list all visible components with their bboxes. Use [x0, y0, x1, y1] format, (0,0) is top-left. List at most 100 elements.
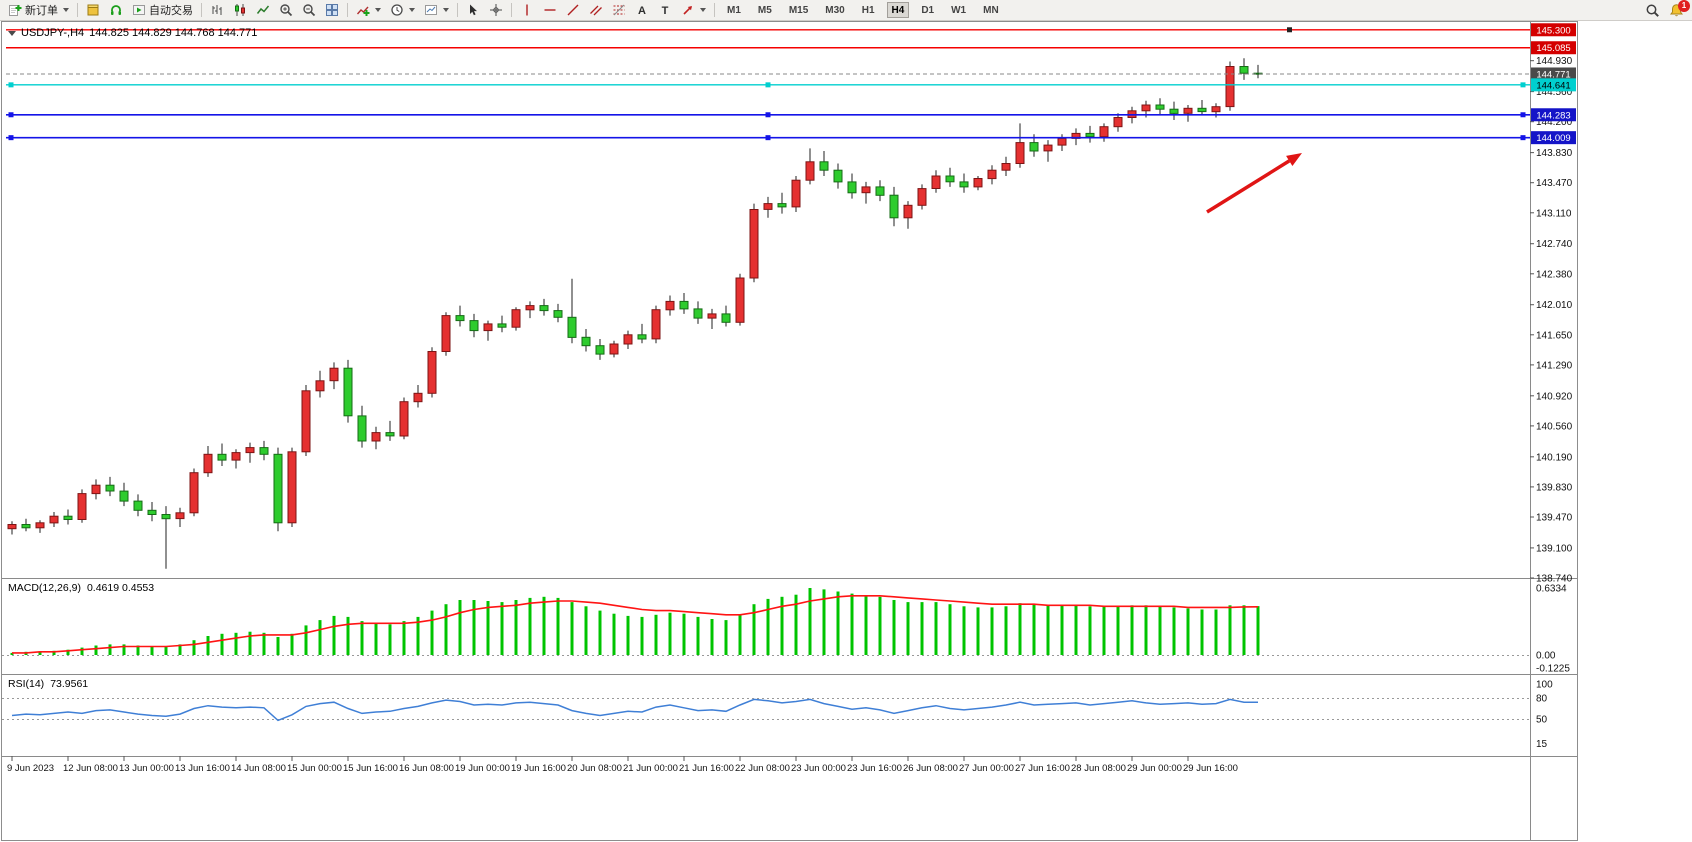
cursor-icon: [470, 4, 477, 16]
candle: [1169, 108, 1179, 114]
channel-tool-button[interactable]: [585, 1, 607, 19]
chart-collapse-icon[interactable]: [8, 30, 16, 36]
autotrading-button[interactable]: 自动交易: [128, 1, 197, 19]
candle: [847, 181, 857, 194]
candle: [175, 512, 185, 520]
line-drag-handle[interactable]: [765, 112, 771, 118]
price-level-badge: [1531, 67, 1576, 81]
candle: [273, 453, 283, 524]
candle: [931, 175, 941, 189]
timeframe-button-m1[interactable]: M1: [722, 2, 746, 18]
annotation-arrow-head[interactable]: [1286, 153, 1302, 167]
macd-signal-line: [12, 595, 1259, 654]
bar-chart-button[interactable]: [206, 1, 228, 19]
timeframe-button-d1[interactable]: D1: [916, 2, 939, 18]
chart-window: 144.930 144.560 144.200 143.830 143.470 143.1…: [1, 21, 1578, 841]
timeframe-button-w1[interactable]: W1: [946, 2, 971, 18]
text-tool-button[interactable]: A: [631, 1, 653, 19]
time-axis-label: 15 Jun 00:00: [287, 763, 342, 774]
candle: [1239, 66, 1249, 74]
crosshair-tool-button[interactable]: [485, 1, 507, 19]
new-order-icon: [9, 5, 22, 16]
time-axis-label: 13 Jun 16:00: [175, 763, 230, 774]
candle: [707, 313, 717, 319]
candle: [973, 178, 983, 188]
candle: [231, 452, 241, 461]
candle: [35, 522, 45, 529]
candle: [203, 453, 213, 474]
line-anchor-marker[interactable]: [1287, 27, 1292, 33]
line-drag-handle[interactable]: [1520, 112, 1526, 118]
text-icon: A: [638, 5, 646, 17]
macd-scale-label: -0.1225: [1536, 663, 1570, 674]
line-chart-button[interactable]: [252, 1, 274, 19]
search-button[interactable]: [1641, 1, 1664, 19]
time-axis-label: 21 Jun 00:00: [623, 763, 678, 774]
candle: [539, 305, 549, 312]
svg-text:T: T: [662, 5, 669, 17]
rsi-scale-label: 50: [1536, 715, 1548, 726]
time-axis-label: 20 Jun 08:00: [567, 763, 622, 774]
timeframe-button-h1[interactable]: H1: [857, 2, 880, 18]
line-drag-handle[interactable]: [1520, 135, 1526, 141]
price-axis-label: 139.100: [1536, 543, 1573, 554]
headset-icon: [111, 5, 121, 15]
timeframe-button-m30[interactable]: M30: [820, 2, 849, 18]
candle: [1183, 107, 1193, 114]
tile-windows-button[interactable]: [321, 1, 343, 19]
timeframe-button-h4[interactable]: H4: [886, 2, 910, 18]
candle: [301, 390, 311, 453]
line-drag-handle[interactable]: [8, 135, 14, 141]
price-level-badge-text: 144.641: [1536, 80, 1570, 91]
line-drag-handle[interactable]: [8, 112, 14, 118]
time-axis-label: 23 Jun 00:00: [791, 763, 846, 774]
zoom-in-button[interactable]: [275, 1, 297, 19]
market-watch-button[interactable]: [82, 1, 104, 19]
line-drag-handle[interactable]: [765, 82, 771, 88]
vertical-line-tool-button[interactable]: [516, 1, 538, 19]
cursor-tool-button[interactable]: [462, 1, 484, 19]
rsi-scale-label: 15: [1536, 739, 1548, 750]
chevron-down-icon: [700, 8, 706, 12]
new-order-button[interactable]: 新订单: [4, 1, 73, 19]
fibonacci-tool-button[interactable]: [608, 1, 630, 19]
candle: [651, 309, 661, 340]
timeframe-button-m5[interactable]: M5: [753, 2, 777, 18]
candle: [161, 514, 171, 520]
timeframe-button-m15[interactable]: M15: [784, 2, 813, 18]
time-axis-label: 23 Jun 16:00: [847, 763, 902, 774]
periods-button[interactable]: [386, 1, 419, 19]
candle: [259, 447, 269, 455]
support-button[interactable]: [105, 1, 127, 19]
price-axis-label: 140.920: [1536, 391, 1573, 402]
annotation-arrow-shaft[interactable]: [1206, 159, 1291, 214]
line-drag-handle[interactable]: [765, 135, 771, 141]
templates-button[interactable]: [420, 1, 453, 19]
line-drag-handle[interactable]: [1520, 82, 1526, 88]
candle: [217, 453, 227, 461]
horizontal-line-icon: [544, 9, 556, 11]
candle: [567, 316, 577, 338]
notifications-button[interactable]: 1: [1665, 0, 1690, 19]
price-axis-label: 144.200: [1536, 117, 1573, 128]
label-tool-button[interactable]: T: [654, 1, 676, 19]
candlestick-chart-button[interactable]: [229, 1, 251, 19]
candle: [1043, 144, 1053, 152]
candle: [903, 204, 913, 219]
trendline-tool-button[interactable]: [562, 1, 584, 19]
price-level-badge: [1531, 78, 1576, 92]
time-axis-label: 19 Jun 16:00: [511, 763, 566, 774]
arrows-tool-button[interactable]: [677, 1, 710, 19]
chart-canvas[interactable]: 144.930 144.560 144.200 143.830 143.470 143.1…: [2, 22, 1577, 840]
candle: [1029, 142, 1039, 152]
indicators-button[interactable]: [352, 1, 385, 19]
line-drag-handle[interactable]: [8, 82, 14, 88]
zoom-out-button[interactable]: [298, 1, 320, 19]
candle: [1211, 106, 1221, 113]
candle: [679, 300, 689, 310]
timeframe-button-mn[interactable]: MN: [978, 2, 1004, 18]
candle: [1099, 126, 1109, 138]
horizontal-line-tool-button[interactable]: [539, 1, 561, 19]
candle: [833, 169, 843, 183]
